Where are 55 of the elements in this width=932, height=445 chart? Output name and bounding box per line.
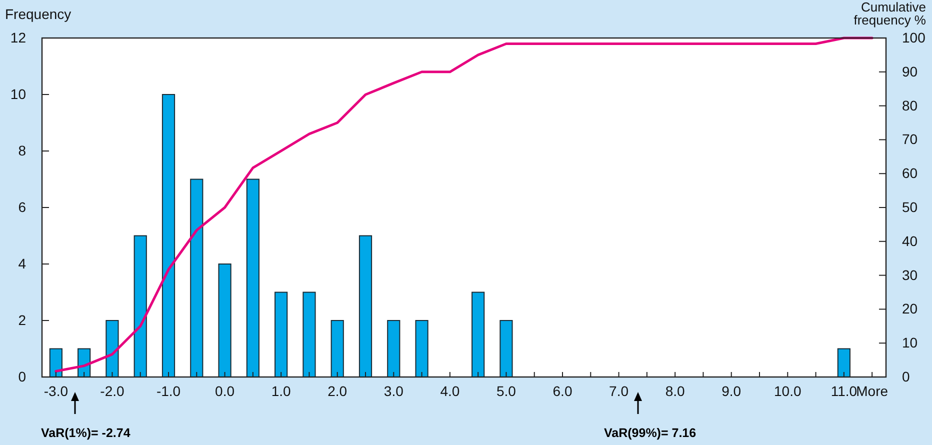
- bar: [190, 178, 204, 378]
- bar: [358, 235, 372, 378]
- x-tick-label: 7.0: [609, 382, 629, 399]
- x-tick-label: 5.0: [496, 382, 516, 399]
- bar: [302, 292, 316, 378]
- bar: [472, 292, 485, 378]
- y2-tick-label: 10: [902, 334, 918, 351]
- y2-tick-label: 100: [902, 29, 926, 46]
- x-tick-label: 4.0: [440, 382, 460, 399]
- bar: [162, 94, 176, 378]
- x-tick-label: 10.0: [774, 382, 802, 399]
- x-tick-label: 8.0: [665, 382, 686, 399]
- x-tick-label: 2.0: [328, 382, 348, 399]
- bar: [218, 264, 232, 378]
- bar: [246, 178, 260, 378]
- bar: [49, 348, 62, 378]
- x-tick-label: 3.0: [384, 382, 404, 399]
- x-tick-label: 11.0: [830, 382, 858, 399]
- x-tick-label: 9.0: [722, 382, 742, 399]
- y2-tick-label: 0: [902, 368, 910, 384]
- y-tick-label: 8: [18, 142, 26, 158]
- y2-tick-label: 50: [902, 198, 918, 215]
- y2-tick-label: 30: [902, 266, 918, 283]
- y2-tick-label: 20: [902, 300, 918, 317]
- x-tick-label: -3.0: [44, 382, 68, 399]
- bar: [387, 320, 400, 378]
- y-tick-label: 2: [18, 312, 26, 328]
- bar: [134, 235, 147, 378]
- bar: [330, 320, 344, 378]
- bar: [415, 320, 428, 378]
- x-tick-label: 0.0: [215, 382, 235, 399]
- x-tick-label: -1.0: [156, 382, 181, 399]
- bar: [500, 320, 513, 378]
- y2-axis-title: Cumulative frequency %: [854, 0, 926, 28]
- text: VaR(1%)= -2.74: [41, 426, 130, 440]
- y2-tick-label: 60: [902, 165, 918, 182]
- bar: [274, 292, 288, 378]
- x-tick-label: More: [856, 382, 888, 399]
- y-axis-title: Frequency: [5, 6, 72, 22]
- y2-tick-label: 40: [902, 232, 918, 249]
- y-tick-label: 10: [10, 86, 26, 102]
- x-tick-label: -2.0: [100, 382, 124, 399]
- y-tick-label: 12: [10, 29, 26, 46]
- bar: [837, 348, 850, 378]
- x-tick-label: 1.0: [271, 382, 292, 399]
- y-tick-label: 6: [18, 198, 26, 215]
- x-tick-label: 6.0: [552, 382, 572, 399]
- y2-tick-label: 90: [902, 63, 918, 80]
- text: VaR(99%)= 7.16: [604, 426, 696, 440]
- y2-tick-label: 80: [902, 97, 918, 114]
- line-series: [54, 36, 874, 372]
- y-tick-label: 4: [18, 255, 26, 272]
- bar: [106, 320, 119, 378]
- y-tick-label: 0: [18, 368, 26, 384]
- y2-tick-label: 70: [902, 131, 918, 148]
